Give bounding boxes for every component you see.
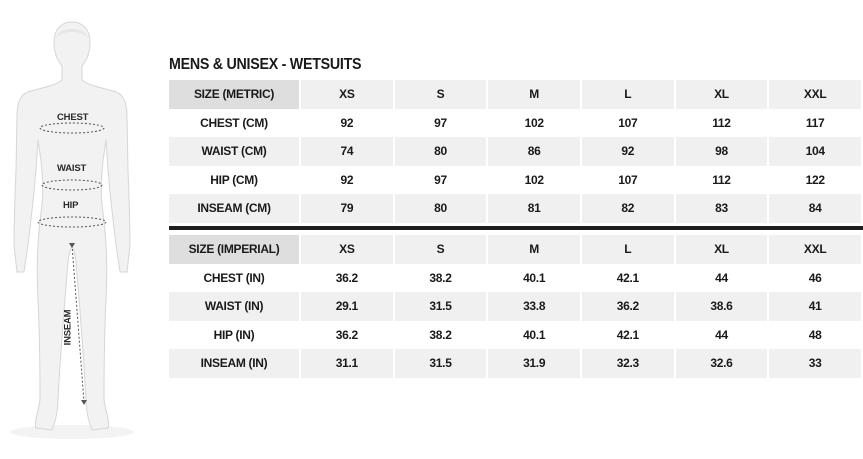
table-cell: 33 (769, 349, 863, 378)
header-cell: XL (675, 80, 770, 109)
header-cell: L (581, 235, 676, 264)
table-cell: 112 (675, 108, 770, 137)
table-row: HIP (IN) 36.2 38.2 40.1 42.1 44 48 (169, 320, 863, 349)
table-cell: 102 (488, 165, 582, 194)
table-cell: 36.2 (581, 292, 676, 321)
table-cell: 117 (769, 108, 863, 137)
table-cell: 33.8 (488, 292, 582, 321)
table-cell: 83 (675, 194, 770, 223)
table-cell: 42.1 (581, 320, 676, 349)
header-cell: L (581, 80, 676, 109)
row-label: WAIST (CM) (169, 137, 301, 166)
header-cell: XL (675, 235, 770, 264)
table-cell: 46 (769, 263, 863, 292)
table-cell: 122 (769, 165, 863, 194)
table-header-row: SIZE (METRIC) XS S M L XL XXL (169, 80, 863, 109)
table-cell: 98 (675, 137, 770, 166)
row-label: HIP (IN) (169, 320, 301, 349)
figure-label-inseam: INSEAM (62, 309, 74, 346)
table-row: CHEST (IN) 36.2 38.2 40.1 42.1 44 46 (169, 263, 863, 292)
row-label: INSEAM (CM) (169, 194, 301, 223)
table-cell: 107 (581, 165, 676, 194)
table-cell: 112 (675, 165, 770, 194)
header-cell: XS (301, 80, 395, 109)
table-cell: 79 (301, 194, 395, 223)
table-cell: 36.2 (301, 263, 395, 292)
table-cell: 31.1 (301, 349, 395, 378)
table-cell: 102 (488, 108, 582, 137)
table-row: WAIST (CM) 74 80 86 92 98 104 (169, 137, 863, 166)
row-label: WAIST (IN) (169, 292, 301, 321)
table-header-row: SIZE (IMPERIAL) XS S M L XL XXL (169, 235, 863, 264)
table-row: HIP (CM) 92 97 102 107 112 122 (169, 165, 863, 194)
table-cell: 41 (769, 292, 863, 321)
table-cell: 80 (394, 137, 489, 166)
table-cell: 44 (675, 320, 770, 349)
table-cell: 92 (301, 108, 395, 137)
table-cell: 42.1 (581, 263, 676, 292)
table-row: INSEAM (IN) 31.1 31.5 31.9 32.3 32.6 33 (169, 349, 863, 378)
figure-label-waist: WAIST (57, 163, 87, 174)
row-label: HIP (CM) (169, 165, 301, 194)
table-cell: 82 (581, 194, 676, 223)
table-cell: 38.2 (394, 320, 489, 349)
header-cell: SIZE (IMPERIAL) (169, 235, 301, 264)
header-cell: XXL (769, 80, 863, 109)
table-cell: 80 (394, 194, 489, 223)
table-cell: 107 (581, 108, 676, 137)
header-cell: XS (301, 235, 395, 264)
table-cell: 40.1 (488, 320, 582, 349)
table-cell: 97 (394, 165, 489, 194)
table-cell: 92 (301, 165, 395, 194)
header-cell: SIZE (METRIC) (169, 80, 301, 109)
table-cell: 44 (675, 263, 770, 292)
figure-label-chest: CHEST (57, 112, 89, 123)
table-cell: 86 (488, 137, 582, 166)
page-title: MENS & UNISEX - WETSUITS (169, 56, 362, 73)
table-cell: 81 (488, 194, 582, 223)
table-cell: 104 (769, 137, 863, 166)
row-label: CHEST (IN) (169, 263, 301, 292)
table-row: CHEST (CM) 92 97 102 107 112 117 (169, 108, 863, 137)
table-cell: 84 (769, 194, 863, 223)
table-cell: 97 (394, 108, 489, 137)
table-row: WAIST (IN) 29.1 31.5 33.8 36.2 38.6 41 (169, 292, 863, 321)
figure-label-hip: HIP (63, 200, 79, 211)
header-cell: XXL (769, 235, 863, 264)
header-cell: M (488, 235, 582, 264)
row-label: CHEST (CM) (169, 108, 301, 137)
table-cell: 29.1 (301, 292, 395, 321)
table-cell: 36.2 (301, 320, 395, 349)
body-measurement-figure: CHEST WAIST HIP INSEAM (0, 0, 150, 454)
table-cell: 92 (581, 137, 676, 166)
table-cell: 74 (301, 137, 395, 166)
table-row: INSEAM (CM) 79 80 81 82 83 84 (169, 194, 863, 223)
metric-size-table: SIZE (METRIC) XS S M L XL XXL CHEST (CM)… (169, 80, 863, 223)
table-divider (169, 226, 863, 230)
table-cell: 40.1 (488, 263, 582, 292)
table-cell: 31.5 (394, 292, 489, 321)
table-cell: 48 (769, 320, 863, 349)
table-cell: 38.6 (675, 292, 770, 321)
imperial-size-table: SIZE (IMPERIAL) XS S M L XL XXL CHEST (I… (169, 235, 863, 378)
row-label: INSEAM (IN) (169, 349, 301, 378)
table-cell: 32.6 (675, 349, 770, 378)
header-cell: M (488, 80, 582, 109)
table-cell: 32.3 (581, 349, 676, 378)
table-cell: 31.9 (488, 349, 582, 378)
table-cell: 31.5 (394, 349, 489, 378)
human-silhouette-icon (10, 21, 134, 439)
table-cell: 38.2 (394, 263, 489, 292)
header-cell: S (394, 80, 489, 109)
header-cell: S (394, 235, 489, 264)
